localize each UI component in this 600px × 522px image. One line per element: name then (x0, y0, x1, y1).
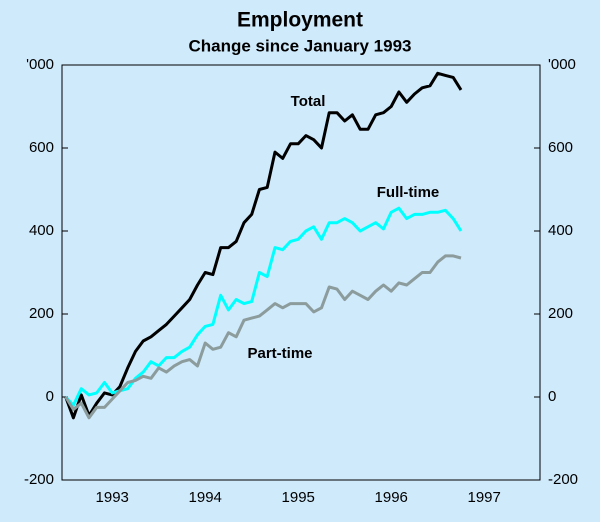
plot-area (61, 64, 541, 481)
y2-tick-label: 400 (548, 222, 573, 239)
series-label: Total (291, 93, 326, 110)
series-label: Part-time (247, 345, 312, 362)
series-line (64, 71, 463, 420)
x-tick-label: 1994 (189, 489, 222, 506)
y2-tick-label: 0 (548, 388, 556, 405)
y-tick-label: 400 (29, 222, 54, 239)
x-tick-label: 1993 (96, 489, 129, 506)
y2-tick-label: -200 (548, 471, 578, 488)
series-line (64, 206, 463, 407)
y-tick-label: 200 (29, 305, 54, 322)
y2-tick-label: 200 (548, 305, 573, 322)
chart-subtitle: Change since January 1993 (188, 36, 411, 55)
x-tick-label: 1997 (468, 489, 501, 506)
y-tick-label: '000 (26, 56, 54, 73)
x-tick-label: 1995 (282, 489, 315, 506)
x-tick-label: 1996 (375, 489, 408, 506)
y-tick-label: 600 (29, 139, 54, 156)
y2-tick-label: 600 (548, 139, 573, 156)
series-label: Full-time (377, 184, 440, 201)
series-line (64, 254, 462, 420)
y2-tick-label: '000 (548, 56, 576, 73)
chart-title: Employment (237, 9, 363, 32)
y-tick-label: 0 (46, 388, 54, 405)
y-tick-label: -200 (24, 471, 54, 488)
